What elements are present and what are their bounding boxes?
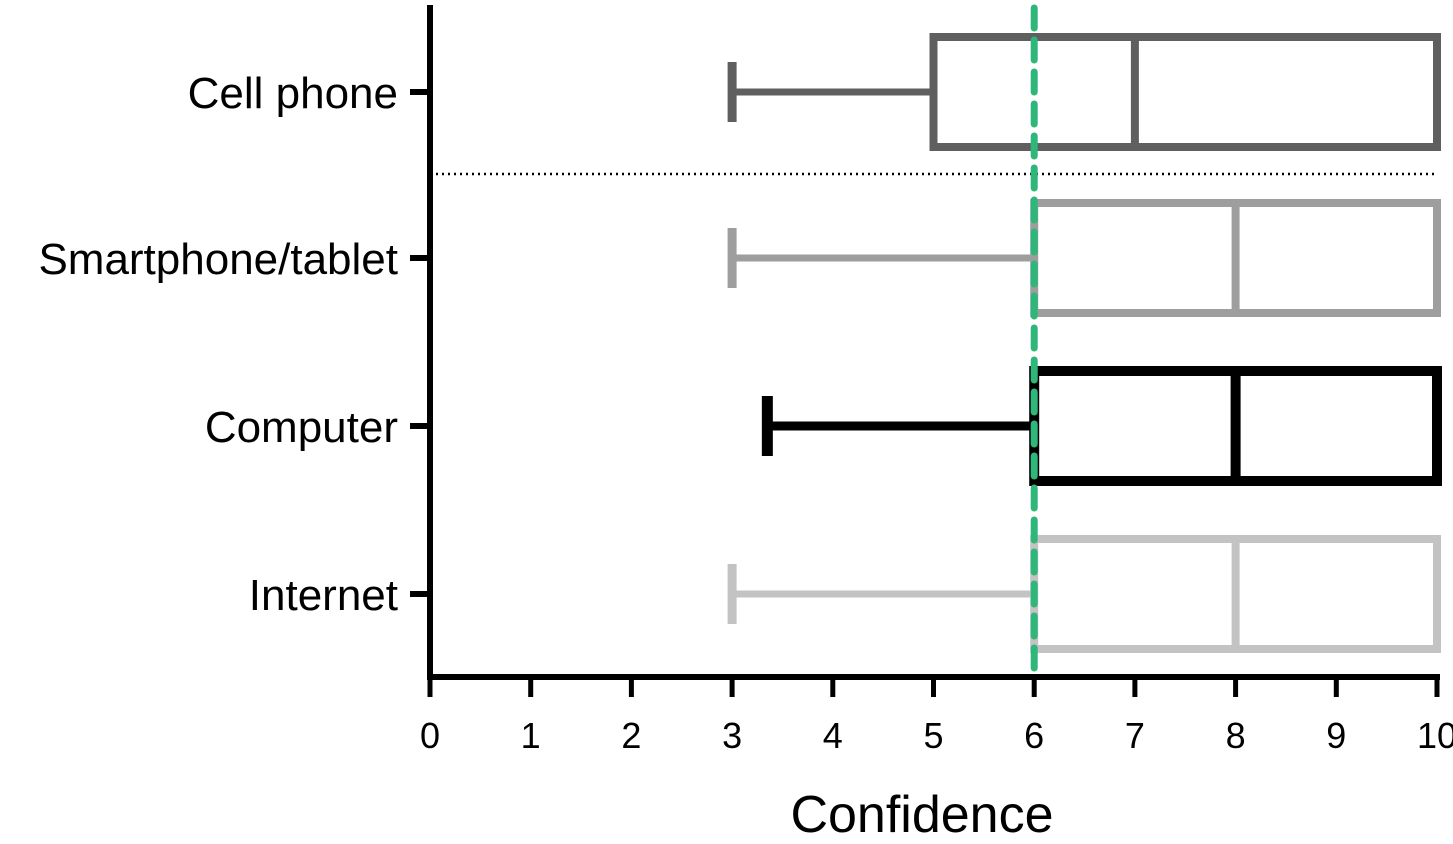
box-internet — [727, 535, 1441, 653]
x-tick-label: 5 — [923, 715, 943, 756]
category-label: Smartphone/tablet — [38, 235, 398, 284]
x-tick-label: 0 — [420, 715, 440, 756]
category-label: Cell phone — [188, 69, 398, 118]
x-tick-label: 7 — [1125, 715, 1145, 756]
x-tick-label: 9 — [1326, 715, 1346, 756]
x-tick-label: 4 — [823, 715, 843, 756]
box-smartphone-tablet — [727, 199, 1441, 317]
x-tick-label: 10 — [1417, 715, 1453, 756]
x-tick-label: 6 — [1024, 715, 1044, 756]
plot-area: Cell phone Smartphone/tablet Computer Inter… — [38, 4, 1453, 756]
box-computer — [761, 366, 1442, 486]
x-tick-label: 3 — [722, 715, 742, 756]
category-label: Computer — [205, 403, 398, 452]
box-rect — [929, 33, 1441, 151]
x-tick-label: 1 — [521, 715, 541, 756]
x-tick-label: 8 — [1226, 715, 1246, 756]
x-axis-title: Confidence — [790, 786, 1053, 844]
x-tick-label: 2 — [621, 715, 641, 756]
box-cell-phone — [727, 33, 1441, 151]
category-label: Internet — [249, 571, 398, 620]
